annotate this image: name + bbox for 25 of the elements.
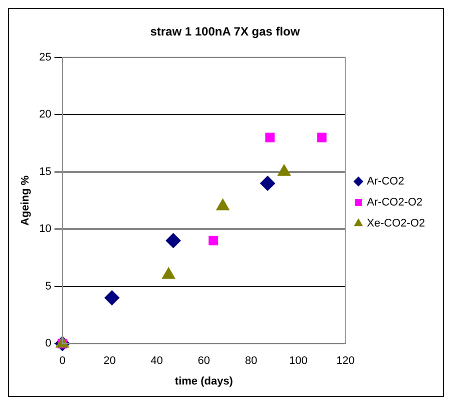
legend-label: Ar-CO2: [366, 176, 404, 188]
legend-label: Xe-CO2-O2: [366, 218, 426, 230]
legend-label: Ar-CO2-O2: [366, 196, 423, 209]
chart-title: straw 1 100nA 7X gas flow: [150, 24, 300, 39]
x-tick-label: 100: [289, 355, 308, 368]
x-tick-label: 40: [150, 355, 163, 368]
x-tick-label: 0: [59, 355, 66, 368]
y-tick-label: 0: [45, 338, 52, 350]
x-tick-label: 80: [244, 355, 258, 368]
point: [208, 236, 218, 246]
y-tick-label: 25: [39, 51, 52, 64]
point: [104, 290, 120, 306]
x-tick-label: 20: [103, 355, 116, 368]
x-tick-label: 120: [336, 355, 355, 368]
point: [265, 132, 275, 142]
point: [260, 176, 276, 191]
point: [317, 132, 327, 142]
y-tick-label: 10: [39, 223, 52, 236]
point: [166, 233, 181, 248]
y-tick-label: 15: [39, 166, 52, 178]
y-tick-label: 20: [39, 108, 52, 121]
y-tick-label: 5: [45, 280, 52, 292]
x-axis-title: time (days): [174, 375, 234, 388]
x-tick-label: 60: [198, 355, 210, 368]
y-axis-title: Ageing %: [20, 175, 32, 226]
